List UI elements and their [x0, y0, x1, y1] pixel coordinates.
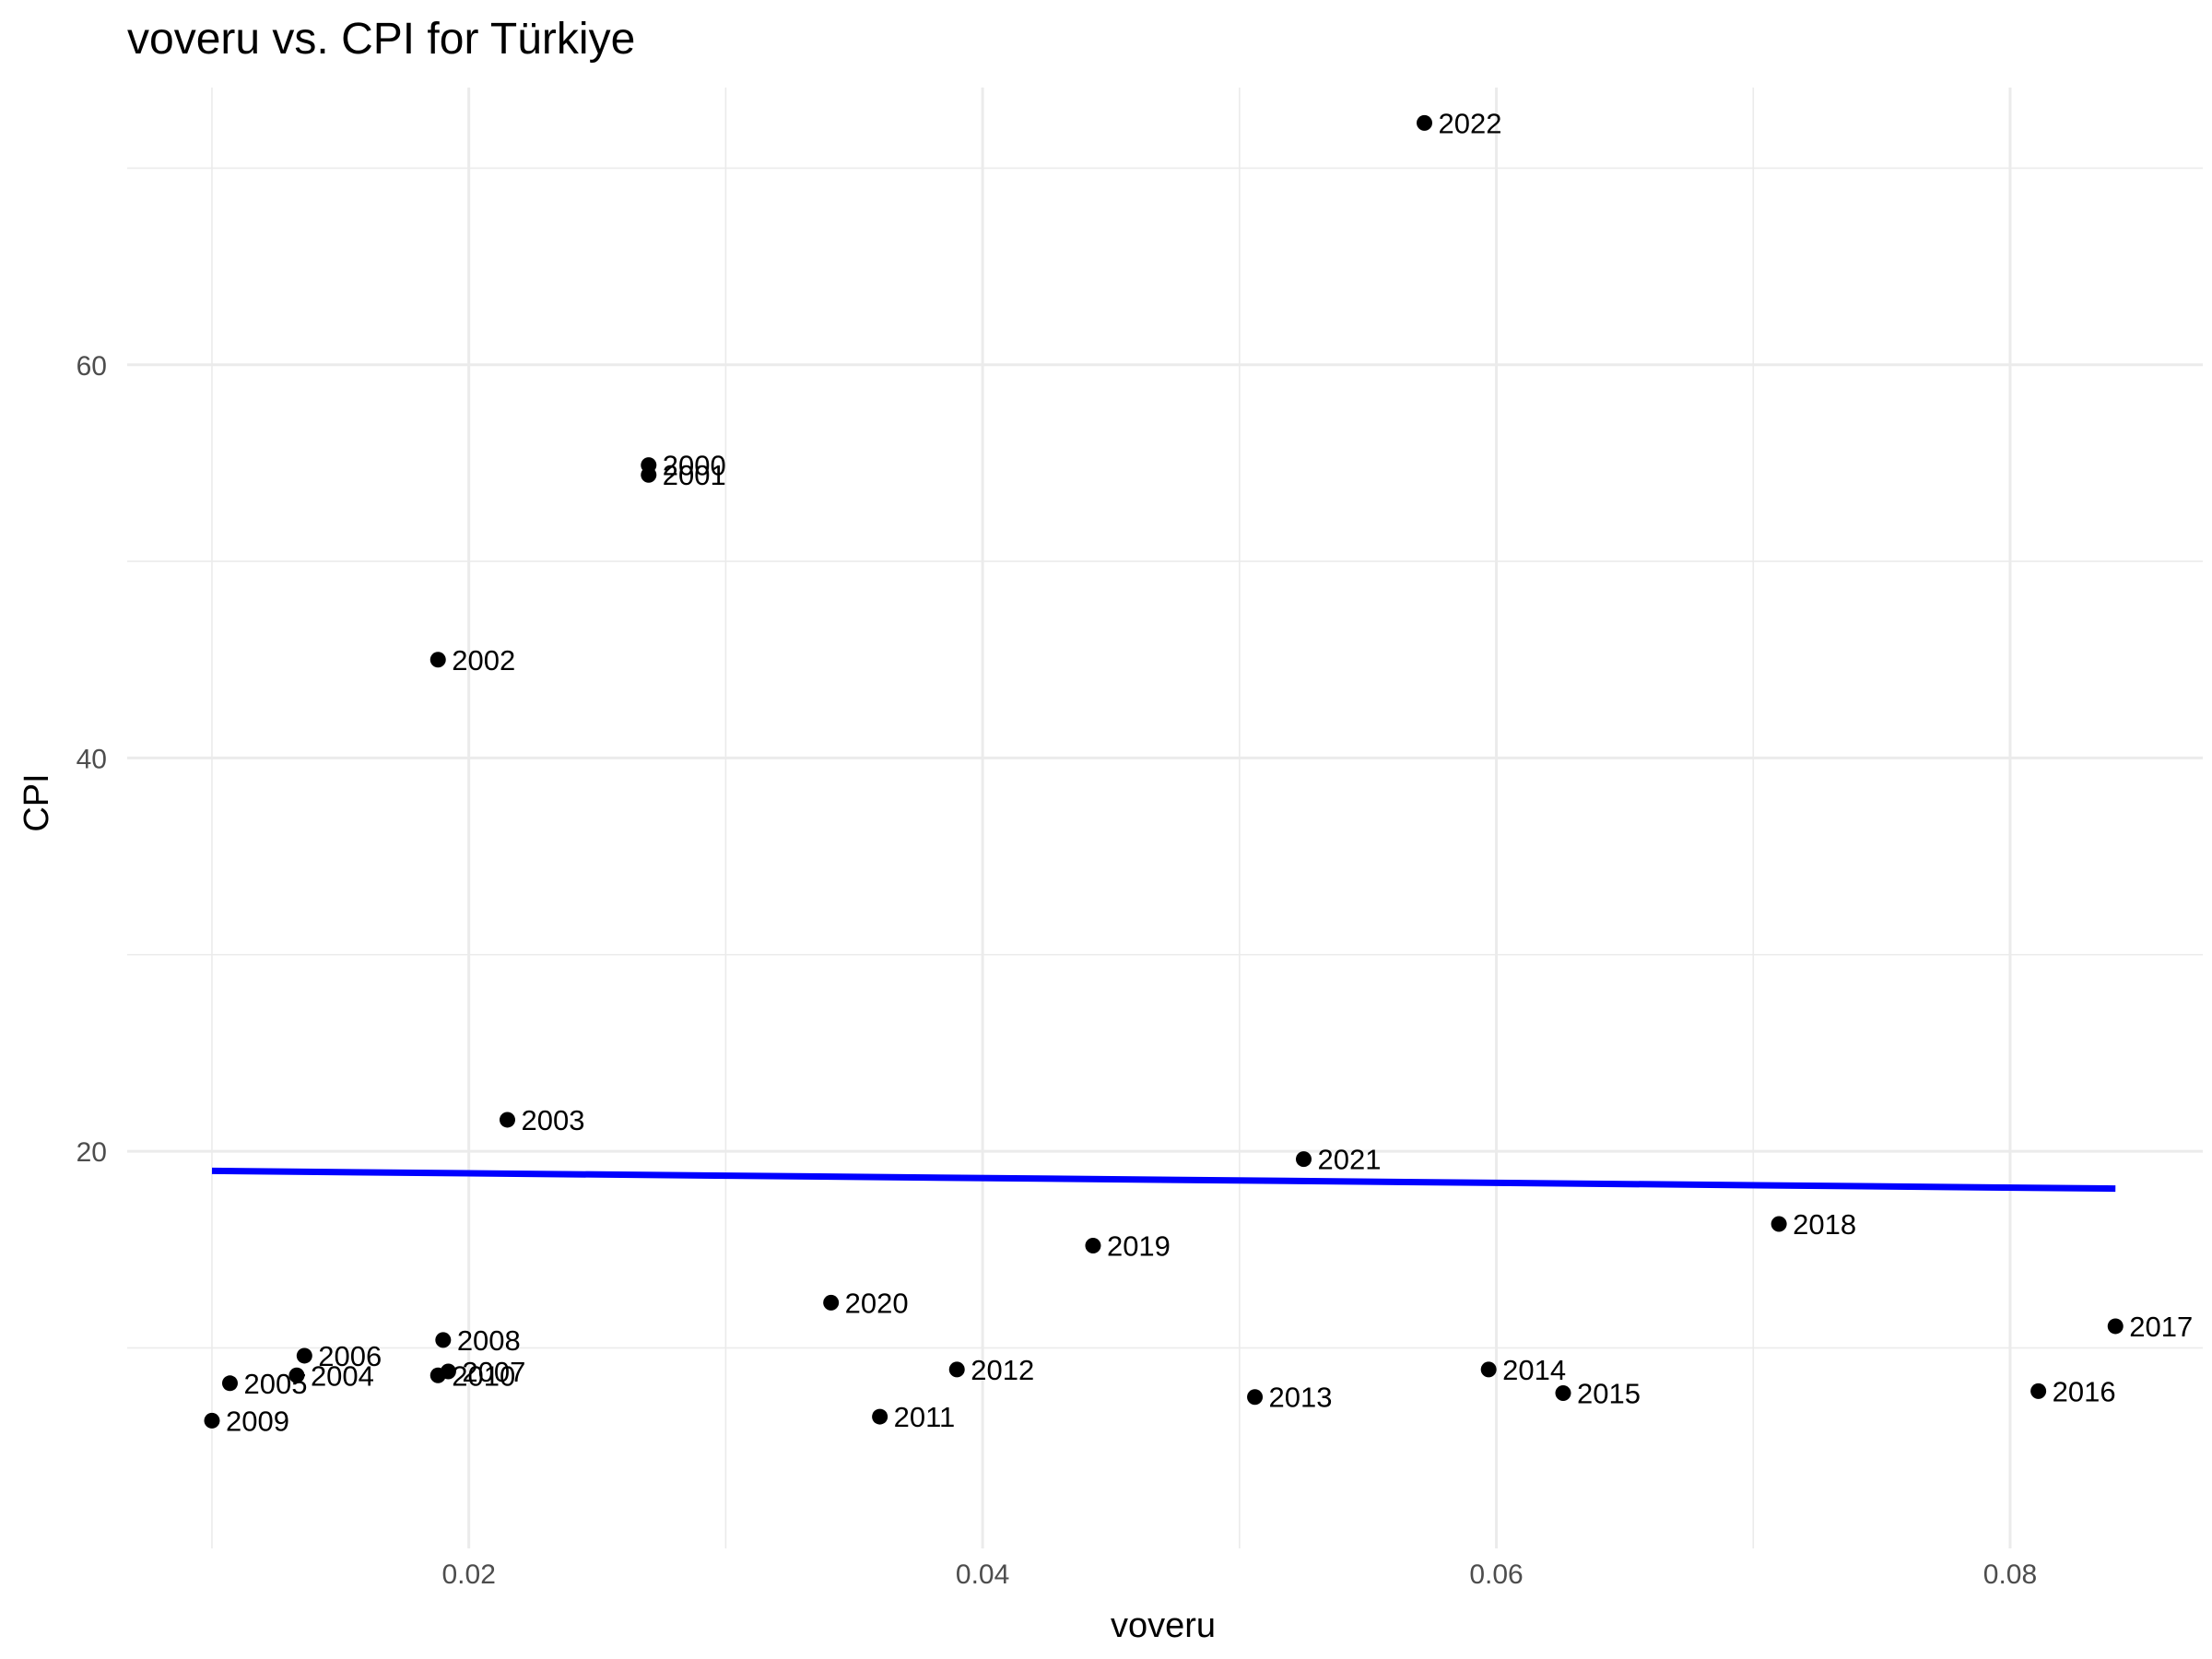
data-point: [221, 1375, 238, 1392]
x-tick-label: 0.02: [441, 1559, 495, 1590]
x-tick-label: 0.04: [956, 1559, 1009, 1590]
data-point: [2030, 1382, 2047, 1399]
point-label: 2008: [457, 1324, 521, 1357]
data-point: [823, 1294, 840, 1311]
x-axis-title: voveru: [1111, 1606, 1216, 1645]
point-label: 2003: [521, 1104, 584, 1136]
data-point: [872, 1408, 888, 1425]
y-axis-title: CPI: [18, 773, 56, 831]
point-label: 2015: [1577, 1377, 1641, 1409]
point-label: 2010: [452, 1359, 515, 1392]
data-point: [1555, 1384, 1571, 1401]
data-point: [1085, 1237, 1101, 1253]
y-tick-label: 40: [76, 744, 107, 774]
point-label: 2014: [1502, 1354, 1566, 1386]
point-label: 2012: [971, 1354, 1034, 1386]
point-label: 2000: [663, 450, 726, 482]
data-point: [2107, 1318, 2124, 1335]
point-label: 2002: [452, 644, 515, 677]
data-point: [288, 1367, 305, 1383]
tick-labels-layer: 0.02 0.04 0.06 0.08 20 40 60: [76, 351, 2038, 1590]
x-tick-label: 0.08: [1983, 1559, 2037, 1590]
point-label: 2022: [1439, 107, 1502, 139]
point-label: 2021: [1318, 1144, 1382, 1176]
chart-title: voveru vs. CPI for Türkiye: [127, 15, 635, 64]
y-tick-label: 60: [76, 351, 107, 382]
data-point: [948, 1361, 965, 1378]
data-point: [204, 1412, 220, 1429]
point-label: 2001: [663, 459, 726, 491]
y-tick-label: 20: [76, 1137, 107, 1168]
point-label: 2004: [311, 1359, 374, 1392]
data-point: [429, 652, 446, 668]
data-point: [1247, 1389, 1264, 1406]
data-point: [435, 1332, 452, 1348]
data-point: [1296, 1151, 1312, 1168]
point-label: 2017: [2129, 1311, 2193, 1343]
data-point: [641, 466, 657, 483]
point-label: 2005: [243, 1368, 307, 1400]
point-label: 2006: [318, 1340, 382, 1372]
data-point: [1771, 1216, 1787, 1232]
trend-line: [211, 1167, 2116, 1193]
point-label: 2013: [1269, 1382, 1333, 1414]
data-point: [429, 1367, 446, 1383]
point-label: 2016: [2053, 1375, 2116, 1407]
point-label: 2018: [1793, 1208, 1856, 1241]
fit-line-layer: [211, 1167, 2116, 1193]
point-label: 2019: [1107, 1230, 1171, 1262]
data-point: [499, 1112, 515, 1128]
data-point: [296, 1347, 312, 1364]
point-label: 2009: [226, 1405, 289, 1437]
data-point: [1480, 1361, 1497, 1378]
point-label: 2007: [462, 1356, 525, 1388]
point-label: 2011: [894, 1401, 956, 1433]
points-layer: [204, 114, 2124, 1429]
data-point: [1417, 114, 1432, 131]
x-tick-label: 0.06: [1469, 1559, 1523, 1590]
grid-layer: [127, 88, 2203, 1548]
point-label: 2020: [845, 1287, 909, 1319]
